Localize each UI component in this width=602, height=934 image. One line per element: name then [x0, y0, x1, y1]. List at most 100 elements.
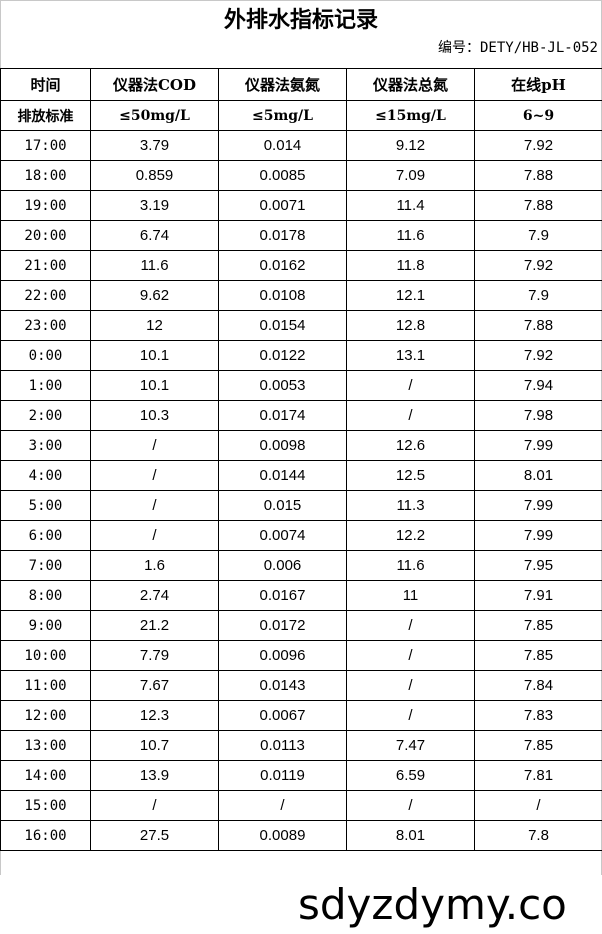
cell-cod: 27.5 — [91, 821, 219, 851]
cell-ph: 7.88 — [475, 311, 602, 341]
cell-ph: 7.9 — [475, 281, 602, 311]
cell-time: 11:00 — [1, 671, 91, 701]
cell-total-nitrogen: 11.6 — [347, 221, 475, 251]
cell-time: 9:00 — [1, 611, 91, 641]
cell-time: 17:00 — [1, 131, 91, 161]
cell-total-nitrogen: / — [347, 641, 475, 671]
cell-ammonia-nitrogen: 0.0143 — [219, 671, 347, 701]
table-row: 15:00//// — [1, 791, 602, 821]
cell-cod: 13.9 — [91, 761, 219, 791]
cell-ph: 7.88 — [475, 191, 602, 221]
cell-total-nitrogen: 9.12 — [347, 131, 475, 161]
cell-cod: 10.7 — [91, 731, 219, 761]
cell-ammonia-nitrogen: 0.0067 — [219, 701, 347, 731]
header-row: 时间 仪器法COD 仪器法氨氮 仪器法总氮 在线pH — [1, 69, 602, 101]
cell-ph: 7.9 — [475, 221, 602, 251]
cell-cod: / — [91, 461, 219, 491]
cell-total-nitrogen: 12.1 — [347, 281, 475, 311]
cell-time: 18:00 — [1, 161, 91, 191]
cell-time: 21:00 — [1, 251, 91, 281]
cell-cod: 21.2 — [91, 611, 219, 641]
header-ph: 在线pH — [475, 69, 602, 101]
cell-time: 7:00 — [1, 551, 91, 581]
cell-time: 20:00 — [1, 221, 91, 251]
cell-ammonia-nitrogen: 0.0174 — [219, 401, 347, 431]
cell-ph: 7.98 — [475, 401, 602, 431]
cell-cod: / — [91, 491, 219, 521]
cell-cod: 12 — [91, 311, 219, 341]
header-cod: 仪器法COD — [91, 69, 219, 101]
cell-cod: 9.62 — [91, 281, 219, 311]
standard-ph: 6~9 — [475, 101, 602, 131]
cell-ph: 7.84 — [475, 671, 602, 701]
cell-ph: / — [475, 791, 602, 821]
cell-time: 22:00 — [1, 281, 91, 311]
cell-time: 13:00 — [1, 731, 91, 761]
cell-total-nitrogen: 12.2 — [347, 521, 475, 551]
cell-total-nitrogen: / — [347, 611, 475, 641]
cell-cod: / — [91, 791, 219, 821]
cell-cod: 6.74 — [91, 221, 219, 251]
cell-ph: 7.81 — [475, 761, 602, 791]
cell-time: 8:00 — [1, 581, 91, 611]
cell-ammonia-nitrogen: 0.0122 — [219, 341, 347, 371]
cell-total-nitrogen: 11.3 — [347, 491, 475, 521]
cell-ammonia-nitrogen: 0.0172 — [219, 611, 347, 641]
cell-time: 10:00 — [1, 641, 91, 671]
cell-cod: 2.74 — [91, 581, 219, 611]
cell-cod: / — [91, 521, 219, 551]
standard-row: 排放标准 ≤50mg/L ≤5mg/L ≤15mg/L 6~9 — [1, 101, 602, 131]
cell-ammonia-nitrogen: 0.0178 — [219, 221, 347, 251]
cell-ph: 7.88 — [475, 161, 602, 191]
cell-ammonia-nitrogen: 0.0089 — [219, 821, 347, 851]
cell-ph: 7.85 — [475, 611, 602, 641]
cell-ph: 7.92 — [475, 341, 602, 371]
cell-total-nitrogen: 12.8 — [347, 311, 475, 341]
header-time: 时间 — [1, 69, 91, 101]
cell-ph: 7.95 — [475, 551, 602, 581]
cell-ammonia-nitrogen: 0.0113 — [219, 731, 347, 761]
cell-cod: 10.1 — [91, 371, 219, 401]
cell-ammonia-nitrogen: 0.0167 — [219, 581, 347, 611]
cell-cod: 0.859 — [91, 161, 219, 191]
cell-ph: 7.92 — [475, 251, 602, 281]
cell-ammonia-nitrogen: 0.0053 — [219, 371, 347, 401]
cell-time: 0:00 — [1, 341, 91, 371]
cell-ammonia-nitrogen: 0.0096 — [219, 641, 347, 671]
cell-ph: 7.99 — [475, 521, 602, 551]
cell-ammonia-nitrogen: / — [219, 791, 347, 821]
cell-time: 16:00 — [1, 821, 91, 851]
cell-cod: 10.1 — [91, 341, 219, 371]
standard-cod: ≤50mg/L — [91, 101, 219, 131]
cell-time: 19:00 — [1, 191, 91, 221]
document-title: 外排水指标记录 — [0, 0, 602, 38]
cell-time: 6:00 — [1, 521, 91, 551]
cell-ph: 7.99 — [475, 491, 602, 521]
cell-total-nitrogen: / — [347, 371, 475, 401]
cell-cod: 10.3 — [91, 401, 219, 431]
cell-cod: 1.6 — [91, 551, 219, 581]
header-ammonia-nitrogen: 仪器法氨氮 — [219, 69, 347, 101]
standard-ammonia-nitrogen: ≤5mg/L — [219, 101, 347, 131]
cell-ammonia-nitrogen: 0.0154 — [219, 311, 347, 341]
cell-ammonia-nitrogen: 0.014 — [219, 131, 347, 161]
cell-cod: 3.79 — [91, 131, 219, 161]
cell-ph: 7.85 — [475, 641, 602, 671]
cell-total-nitrogen: 11.4 — [347, 191, 475, 221]
cell-ammonia-nitrogen: 0.0119 — [219, 761, 347, 791]
cell-total-nitrogen: 11.6 — [347, 551, 475, 581]
cell-total-nitrogen: 12.6 — [347, 431, 475, 461]
